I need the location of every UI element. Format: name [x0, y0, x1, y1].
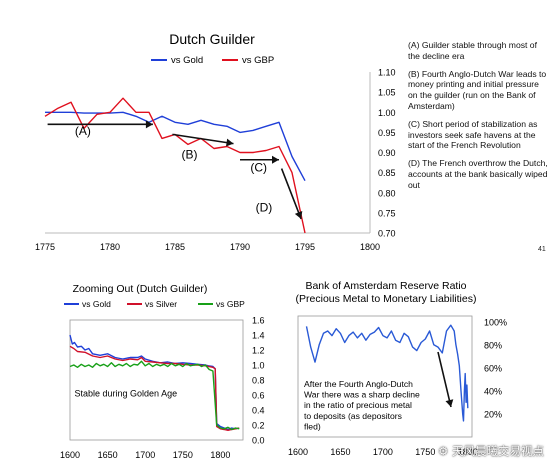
annotation-label-d: (D)	[256, 201, 273, 215]
x-tick-label: 1785	[165, 242, 185, 252]
arrow-d	[280, 168, 302, 220]
y-tick-label: 0.70	[378, 229, 396, 239]
series-line-vs-gold	[45, 111, 306, 182]
slide-number: 41	[538, 246, 546, 253]
annotation-label-b: (B)	[182, 148, 198, 162]
annotation-notes: (A) Guilder stable through most of the d…	[408, 40, 550, 198]
note-d: (D) The French overthrow the Dutch, acco…	[408, 158, 548, 190]
watermark-text: 天风晨曦交易视点	[451, 444, 544, 458]
x-tick-label: 1780	[100, 242, 120, 252]
chart1-legend-gbp: vs GBP	[242, 55, 274, 66]
arrow-b-head	[225, 138, 234, 147]
y-tick-label: 0.90	[378, 148, 396, 158]
y-tick-label: 0.75	[378, 208, 396, 218]
x-tick-label: 1795	[295, 242, 315, 252]
annotation-label-a: (A)	[75, 124, 91, 138]
y-tick-label: 0.85	[378, 168, 396, 178]
y-tick-label: 0.80	[378, 188, 396, 198]
note-c: (C) Short period of stabilization as inv…	[408, 118, 538, 151]
annotation-label-c: (C)	[250, 160, 267, 174]
chart1-legend-gold: vs Gold	[171, 55, 203, 66]
y-tick-label: 1.00	[378, 108, 396, 118]
note-b: (B) Fourth Anglo-Dutch War leads to mone…	[408, 68, 547, 111]
arrow-a-head	[145, 120, 153, 129]
arrow-b	[172, 133, 234, 145]
x-tick-label: 1790	[230, 242, 250, 252]
chart1-title: Dutch Guilder	[169, 31, 255, 47]
arrow-c-head	[272, 155, 279, 164]
y-tick-label: 0.95	[378, 128, 396, 138]
y-tick-label: 1.05	[378, 88, 396, 98]
x-tick-label: 1775	[35, 242, 55, 252]
chart1-plot-area: 1775 1780 1785 1790 1795 1800 1.10 1.05 1.00 0.95…	[35, 68, 396, 253]
y-tick-label: 1.10	[378, 68, 396, 78]
arrow-d-head	[294, 210, 303, 219]
chart1-legend: vs Gold vs GBP	[151, 55, 274, 66]
watermark: ⚙ 天风晨曦交易视点	[438, 444, 544, 458]
x-tick-label: 1800	[360, 242, 380, 252]
note-a: (A) Guilder stable through most of the d…	[408, 40, 537, 61]
